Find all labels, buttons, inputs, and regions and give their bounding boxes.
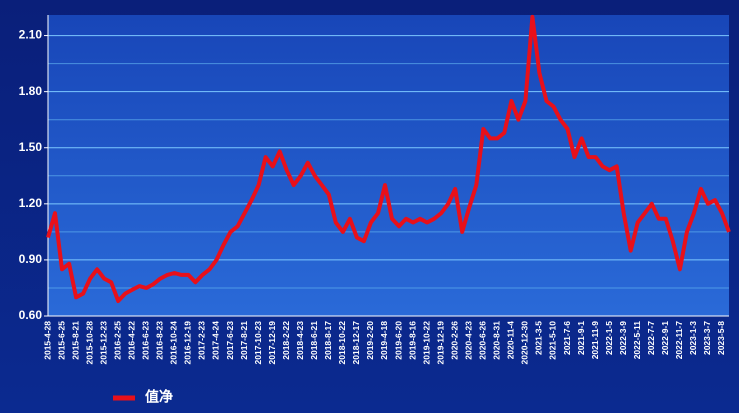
x-tick-label: 2019-6-20: [393, 321, 403, 360]
x-tick-label: 2021-9-1: [576, 321, 586, 355]
x-tick-label: 2015-8-21: [70, 321, 80, 360]
x-tick-label: 2022-9-1: [660, 321, 670, 355]
x-tick-label: 2020-11-4: [506, 321, 516, 360]
x-tick-label: 2023-3-7: [702, 321, 712, 355]
x-tick-label: 2021-3-5: [534, 321, 544, 355]
x-tick-label: 2021-5-10: [548, 321, 558, 360]
x-tick-label: 2017-4-24: [211, 321, 221, 360]
x-tick-label: 2015-6-25: [56, 321, 66, 360]
x-tick-label: 2020-6-26: [478, 321, 488, 360]
x-tick-label: 2022-7-7: [646, 321, 656, 355]
x-tick-label: 2015-10-28: [84, 321, 94, 365]
x-tick-label: 2021-7-6: [562, 321, 572, 355]
x-tick-label: 2018-10-22: [337, 321, 347, 365]
y-tick-label: 1.50: [19, 140, 43, 154]
x-tick-label: 2020-12-30: [520, 321, 530, 365]
x-tick-label: 2022-5-11: [632, 321, 642, 360]
x-tick-label: 2018-8-17: [323, 321, 333, 360]
x-tick-label: 2017-12-19: [267, 321, 277, 365]
x-tick-label: 2019-12-19: [435, 321, 445, 365]
plot-area: [48, 15, 729, 316]
x-tick-label: 2022-11-7: [674, 321, 684, 360]
x-tick-label: 2017-6-23: [225, 321, 235, 360]
x-tick-label: 2015-12-23: [98, 321, 108, 365]
x-tick-label: 2020-2-26: [449, 321, 459, 360]
x-tick-label: 2016-2-25: [112, 321, 122, 360]
x-tick-label: 2018-12-17: [351, 321, 361, 365]
x-tick-label: 2017-8-21: [239, 321, 249, 360]
x-tick-label: 2020-8-31: [492, 321, 502, 360]
x-tick-label: 2016-12-19: [183, 321, 193, 365]
x-tick-label: 2019-2-20: [365, 321, 375, 360]
x-tick-label: 2022-1-5: [604, 321, 614, 355]
x-tick-label: 2016-8-23: [155, 321, 165, 360]
y-tick-label: 0.90: [19, 252, 43, 266]
series-line: [46, 14, 731, 303]
x-tick-label: 2022-3-9: [618, 321, 628, 355]
x-tick-label: 2018-6-21: [309, 321, 319, 360]
x-tick-label: 2017-10-23: [253, 321, 263, 365]
y-tick-label: 0.60: [19, 308, 43, 322]
x-tick-label: 2018-2-22: [281, 321, 291, 360]
x-tick-label: 2015-4-28: [42, 321, 52, 360]
x-tick-label: 2018-4-23: [295, 321, 305, 360]
x-tick-label: 2017-2-23: [197, 321, 207, 360]
x-tick-label: 2016-4-22: [126, 321, 136, 360]
x-tick-label: 2019-4-18: [379, 321, 389, 360]
x-tick-label: 2016-6-23: [141, 321, 151, 360]
y-tick-label: 1.80: [19, 84, 43, 98]
x-tick-label: 2021-11-9: [590, 321, 600, 360]
y-tick-label: 1.20: [19, 196, 43, 210]
x-tick-label: 2023-1-3: [688, 321, 698, 355]
x-tick-label: 2019-10-22: [421, 321, 431, 365]
y-tick-label: 2.10: [19, 28, 43, 42]
x-tick-label: 2020-4-23: [463, 321, 473, 360]
x-tick-label: 2023-5-8: [716, 321, 726, 355]
x-tick-label: 2016-10-24: [169, 321, 179, 365]
x-tick-label: 2019-8-16: [407, 321, 417, 360]
legend-label: 值净: [145, 389, 173, 405]
